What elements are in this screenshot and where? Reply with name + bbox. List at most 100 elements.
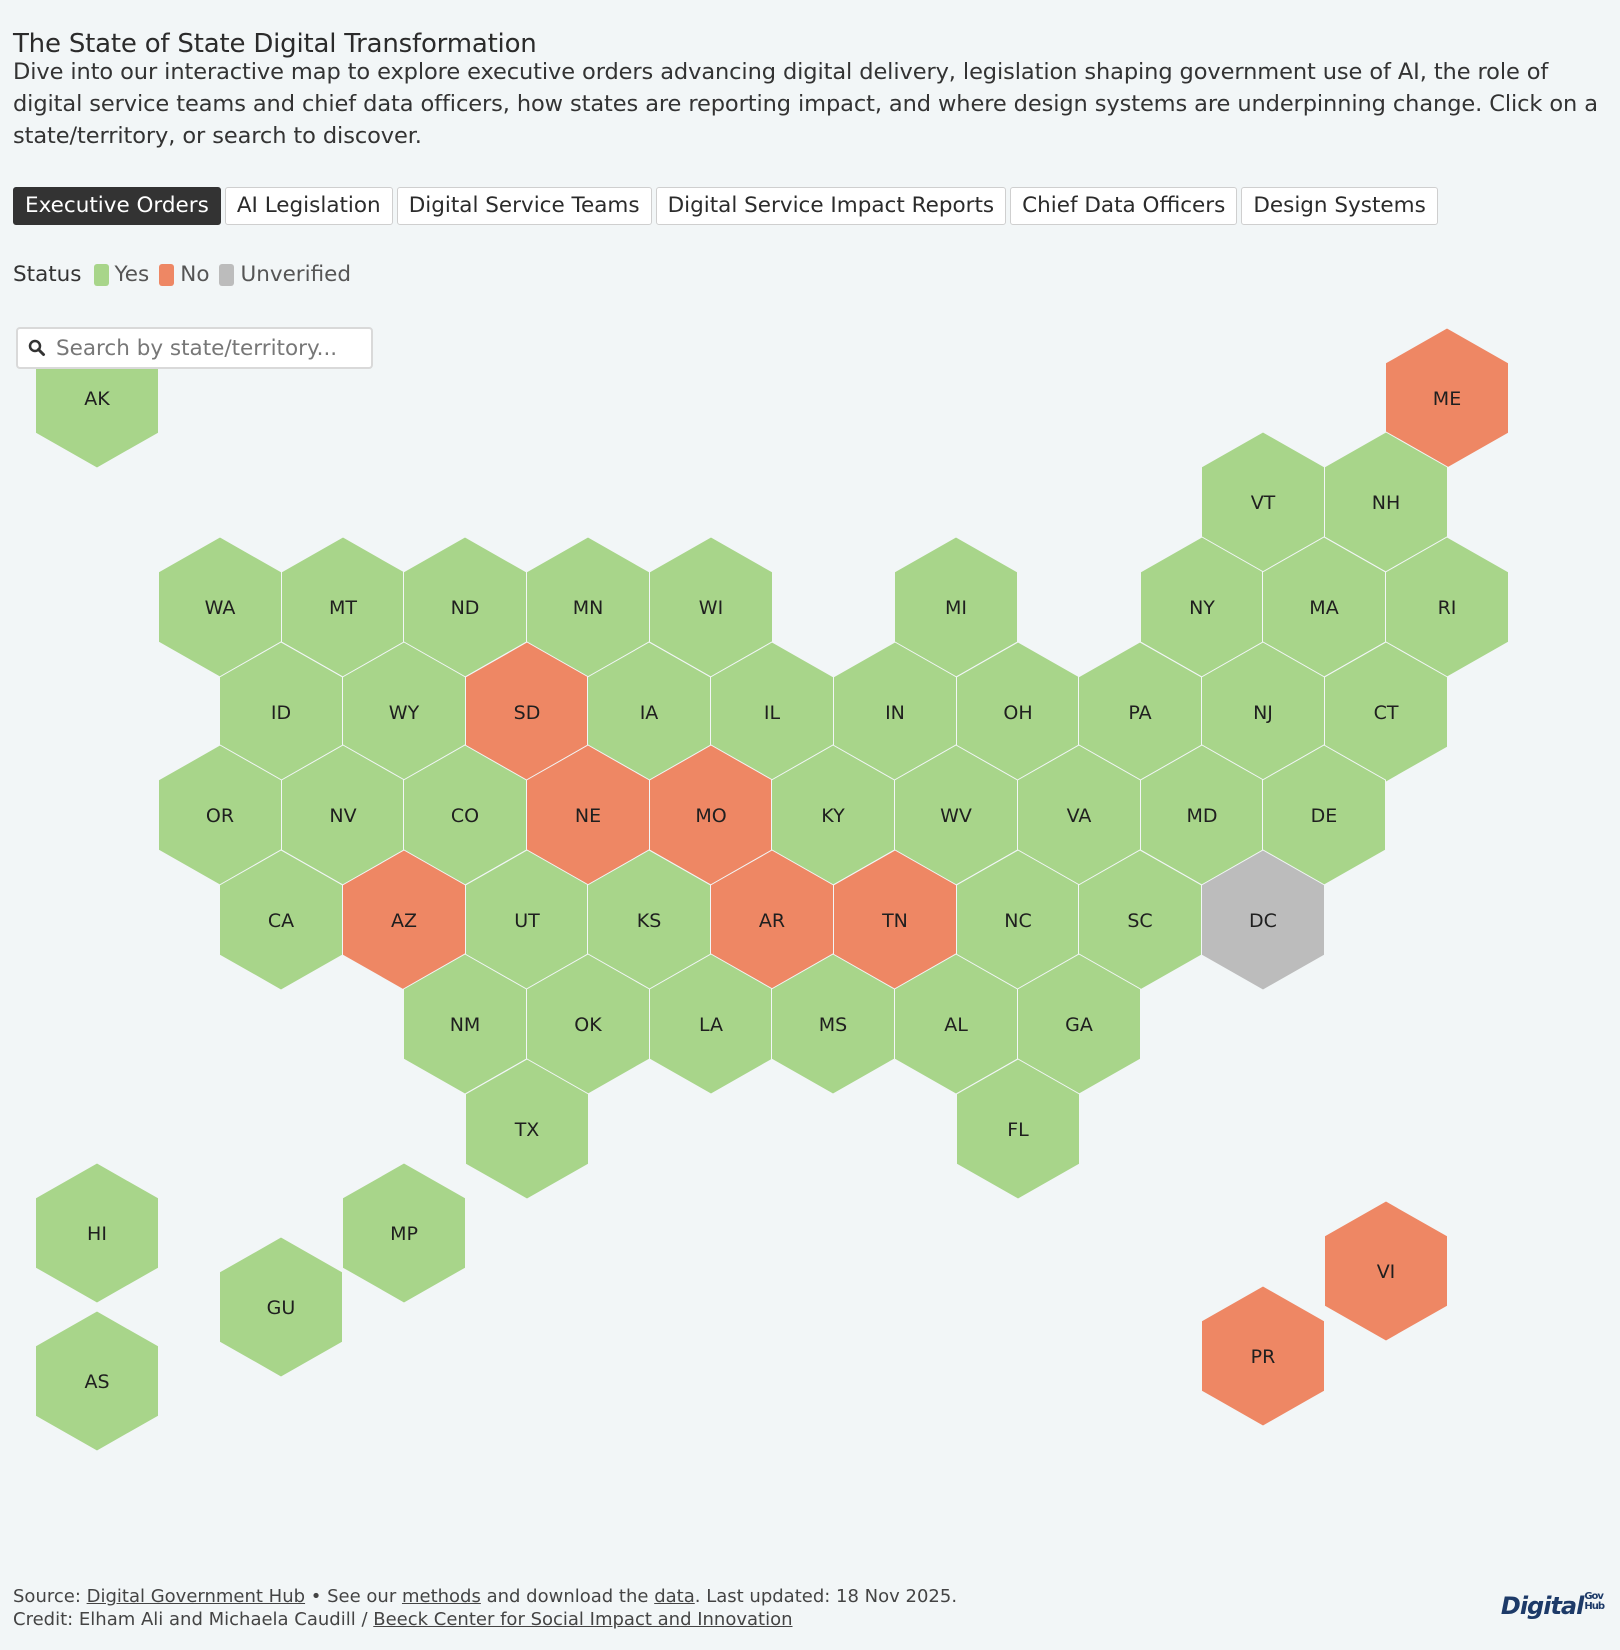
tab-design-systems[interactable]: Design Systems bbox=[1241, 187, 1438, 225]
state-hex-or[interactable]: OR bbox=[158, 744, 282, 886]
methods-link[interactable]: methods bbox=[401, 1586, 481, 1607]
state-label: IN bbox=[885, 702, 905, 724]
state-hex-mi[interactable]: MI bbox=[894, 536, 1018, 678]
state-label: WY bbox=[389, 702, 420, 724]
state-label: NE bbox=[575, 805, 601, 827]
state-label: NM bbox=[450, 1014, 481, 1036]
state-hex-al[interactable]: AL bbox=[894, 953, 1018, 1095]
state-label: UT bbox=[514, 910, 540, 932]
state-label: AK bbox=[84, 388, 110, 410]
credit-link[interactable]: Beeck Center for Social Impact and Innov… bbox=[373, 1609, 793, 1630]
credit-prefix: Credit: Elham Ali and Michaela Caudill / bbox=[13, 1609, 374, 1630]
legend-title: Status bbox=[13, 262, 82, 287]
tab-executive-orders[interactable]: Executive Orders bbox=[13, 187, 221, 225]
state-hex-nc[interactable]: NC bbox=[956, 849, 1080, 991]
state-label: NY bbox=[1189, 597, 1215, 619]
search-box[interactable] bbox=[16, 327, 373, 369]
tab-ai-legislation[interactable]: AI Legislation bbox=[224, 187, 393, 225]
state-hex-vi[interactable]: VI bbox=[1324, 1200, 1448, 1342]
state-label: SD bbox=[514, 702, 541, 724]
tab-digital-service-impact-reports[interactable]: Digital Service Impact Reports bbox=[655, 187, 1007, 225]
state-label: MT bbox=[329, 597, 357, 619]
tab-digital-service-teams[interactable]: Digital Service Teams bbox=[396, 187, 652, 225]
state-label: PR bbox=[1251, 1346, 1276, 1368]
state-hex-wv[interactable]: WV bbox=[894, 744, 1018, 886]
page-title: The State of State Digital Transformatio… bbox=[13, 29, 537, 60]
source-link[interactable]: Digital Government Hub bbox=[86, 1586, 306, 1607]
state-hex-ut[interactable]: UT bbox=[465, 849, 589, 991]
state-label: HI bbox=[87, 1223, 107, 1245]
state-label: AL bbox=[944, 1014, 968, 1036]
state-hex-ga[interactable]: GA bbox=[1017, 953, 1141, 1095]
state-label: WA bbox=[205, 597, 236, 619]
source-prefix: Source: bbox=[13, 1586, 87, 1607]
state-label: AR bbox=[759, 910, 785, 932]
tab-bar: Executive Orders AI Legislation Digital … bbox=[13, 187, 1438, 225]
state-hex-gu[interactable]: GU bbox=[219, 1236, 343, 1378]
logo-sub-top: Gov bbox=[1584, 1591, 1604, 1602]
state-label: AZ bbox=[391, 910, 417, 932]
legend-label-yes: Yes bbox=[114, 262, 150, 287]
legend-item-unverified: Unverified bbox=[219, 262, 351, 287]
legend-swatch-yes bbox=[93, 263, 109, 286]
source-line: Source: Digital Government Hub • See our… bbox=[13, 1585, 957, 1608]
state-hex-ri[interactable]: RI bbox=[1385, 536, 1509, 678]
state-hex-shape bbox=[35, 1310, 159, 1452]
state-label: SC bbox=[1127, 910, 1152, 932]
state-label: LA bbox=[699, 1014, 723, 1036]
state-hex-shape bbox=[1324, 1200, 1448, 1342]
state-hex-shape bbox=[342, 1162, 466, 1304]
state-hex-la[interactable]: LA bbox=[649, 953, 773, 1095]
tab-chief-data-officers[interactable]: Chief Data Officers bbox=[1010, 187, 1238, 225]
state-label: TX bbox=[514, 1119, 540, 1141]
state-hex-wy[interactable]: WY bbox=[342, 641, 466, 783]
state-hex-fl[interactable]: FL bbox=[956, 1058, 1080, 1200]
state-hex-mt[interactable]: MT bbox=[281, 536, 405, 678]
search-icon bbox=[28, 339, 45, 356]
state-hex-dc[interactable]: DC bbox=[1201, 849, 1325, 991]
state-hex-me[interactable]: ME bbox=[1385, 327, 1509, 469]
state-hex-de[interactable]: DE bbox=[1262, 744, 1386, 886]
state-hex-tn[interactable]: TN bbox=[833, 849, 957, 991]
state-hex-shape bbox=[219, 1236, 343, 1378]
state-label: MN bbox=[573, 597, 604, 619]
state-hex-shape bbox=[1201, 849, 1325, 991]
state-label: RI bbox=[1438, 597, 1457, 619]
state-label: MP bbox=[390, 1223, 418, 1245]
legend-swatch-no bbox=[159, 263, 175, 286]
state-hex-mp[interactable]: MP bbox=[342, 1162, 466, 1304]
state-hex-pr[interactable]: PR bbox=[1201, 1285, 1325, 1427]
search-input[interactable] bbox=[54, 334, 368, 362]
state-label: CT bbox=[1374, 702, 1399, 724]
state-label: IA bbox=[640, 702, 659, 724]
legend-swatch-unverified bbox=[219, 263, 235, 286]
state-hex-wi[interactable]: WI bbox=[649, 536, 773, 678]
state-label: CO bbox=[451, 805, 479, 827]
state-label: GA bbox=[1065, 1014, 1093, 1036]
state-hex-hi[interactable]: HI bbox=[35, 1162, 159, 1304]
state-hex-as[interactable]: AS bbox=[35, 1310, 159, 1452]
legend-item-no: No bbox=[159, 262, 209, 287]
state-hex-sd[interactable]: SD bbox=[465, 641, 589, 783]
state-hex-nd[interactable]: ND bbox=[403, 536, 527, 678]
state-label: MS bbox=[819, 1014, 847, 1036]
state-label: NJ bbox=[1253, 702, 1273, 724]
state-hex-shape bbox=[465, 1058, 589, 1200]
state-hex-tx[interactable]: TX bbox=[465, 1058, 589, 1200]
logo-main: Digital bbox=[1500, 1592, 1584, 1620]
state-hex-shape bbox=[35, 1162, 159, 1304]
state-hex-sc[interactable]: SC bbox=[1078, 849, 1202, 991]
state-hex-ky[interactable]: KY bbox=[771, 744, 895, 886]
state-label: MI bbox=[945, 597, 967, 619]
data-link[interactable]: data bbox=[654, 1586, 695, 1607]
state-label: AS bbox=[84, 1371, 109, 1393]
footer: Source: Digital Government Hub • See our… bbox=[13, 1585, 957, 1631]
source-mid: and download the bbox=[480, 1586, 655, 1607]
last-updated: . Last updated: 18 Nov 2025. bbox=[694, 1586, 958, 1607]
state-label: PA bbox=[1128, 702, 1151, 724]
state-label: ND bbox=[451, 597, 480, 619]
state-label: GU bbox=[267, 1297, 296, 1319]
state-hex-ia[interactable]: IA bbox=[587, 641, 711, 783]
state-hex-mn[interactable]: MN bbox=[526, 536, 650, 678]
